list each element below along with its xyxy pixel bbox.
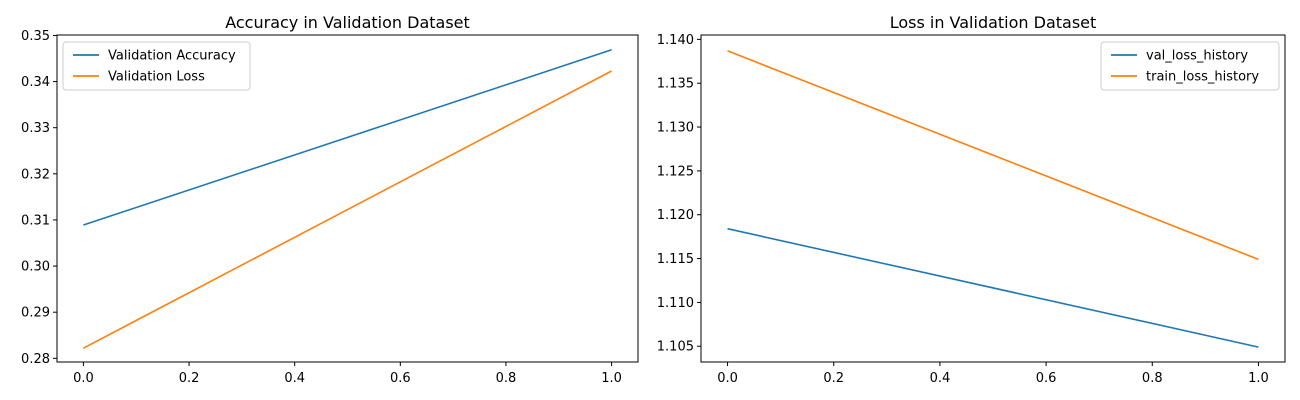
legend-label: Validation Accuracy	[108, 49, 236, 64]
y-tick-label: 1.135	[657, 77, 694, 92]
x-tick-label: 0.0	[717, 371, 738, 386]
y-tick-label: 0.30	[21, 260, 50, 275]
y-tick-label: 1.115	[657, 252, 694, 267]
y-tick-label: 0.32	[21, 167, 50, 182]
y-tick-label: 1.130	[657, 121, 694, 136]
y-tick-label: 0.35	[21, 29, 50, 44]
chart-loss: Loss in Validation Dataset 0.0 0.2 0.4 0.6 0.…	[657, 13, 1286, 386]
axes-frame	[56, 34, 639, 363]
x-tick-label: 0.6	[1036, 371, 1057, 386]
y-tick-label: 0.29	[21, 306, 50, 321]
x-tick-label: 0.6	[390, 371, 411, 386]
legend-label: train_loss_history	[1146, 70, 1259, 85]
series-line-1	[83, 70, 612, 349]
x-tick-label: 0.8	[1142, 371, 1163, 386]
x-tick-label: 0.8	[496, 371, 517, 386]
x-tick-label: 0.4	[930, 371, 951, 386]
y-tick-label: 1.125	[657, 164, 694, 179]
y-tick-label: 0.31	[21, 213, 50, 228]
chart-title: Loss in Validation Dataset	[890, 13, 1097, 32]
legend: val_loss_history train_loss_history	[1100, 41, 1280, 91]
x-tick-label: 0.2	[823, 371, 844, 386]
legend-box	[62, 41, 251, 91]
x-tick-label: 0.2	[179, 371, 200, 386]
axes-frame	[700, 34, 1286, 363]
series-line-1	[727, 50, 1259, 261]
y-tick-label: 1.105	[657, 340, 694, 355]
y-tick-label: 0.34	[21, 75, 50, 90]
legend-label: val_loss_history	[1146, 49, 1248, 64]
series-line-0	[83, 49, 612, 226]
y-tick-label: 1.110	[657, 296, 694, 311]
legend-label: Validation Loss	[108, 70, 205, 85]
legend: Validation Accuracy Validation Loss	[62, 41, 251, 91]
x-tick-label: 1.0	[601, 371, 622, 386]
y-tick-label: 1.140	[657, 33, 694, 48]
legend-box	[1100, 41, 1280, 91]
chart-accuracy: Accuracy in Validation Dataset 0.0 0.2 0.4 0…	[21, 13, 639, 386]
x-tick-label: 1.0	[1248, 371, 1269, 386]
y-tick-label: 0.28	[21, 352, 50, 367]
y-tick-label: 1.120	[657, 208, 694, 223]
x-tick-label: 0.0	[73, 371, 94, 386]
x-tick-label: 0.4	[284, 371, 305, 386]
y-tick-label: 0.33	[21, 121, 50, 136]
series-line-0	[727, 227, 1259, 348]
chart-title: Accuracy in Validation Dataset	[225, 13, 470, 32]
